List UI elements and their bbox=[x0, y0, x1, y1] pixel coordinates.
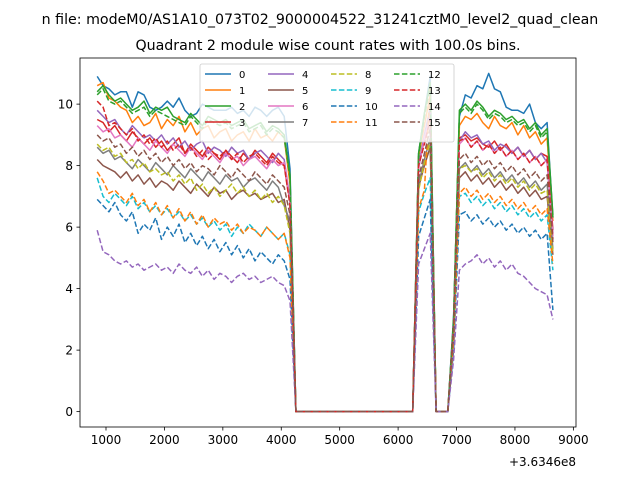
x-tick-label: 3000 bbox=[208, 433, 239, 447]
legend-label-13: 13 bbox=[428, 86, 441, 97]
legend-label-14: 14 bbox=[428, 102, 441, 113]
y-tick-label: 10 bbox=[58, 97, 73, 111]
y-axis: 0 2 4 6 8 10 bbox=[58, 97, 80, 419]
legend-box bbox=[199, 63, 455, 143]
series-layer bbox=[96, 72, 554, 413]
legend-label-7: 7 bbox=[302, 118, 308, 129]
y-tick-label: 4 bbox=[65, 282, 73, 296]
legend-label-8: 8 bbox=[365, 70, 371, 81]
x-axis-offset-label: +3.6346e8 bbox=[509, 455, 576, 469]
legend-label-10: 10 bbox=[365, 102, 378, 113]
y-tick-label: 8 bbox=[65, 159, 73, 173]
x-tick-label: 5000 bbox=[324, 433, 355, 447]
x-tick-label: 9000 bbox=[558, 433, 589, 447]
legend-label-1: 1 bbox=[239, 86, 245, 97]
legend-label-3: 3 bbox=[239, 118, 245, 129]
x-tick-label: 4000 bbox=[266, 433, 297, 447]
legend-label-15: 15 bbox=[428, 118, 441, 129]
legend-label-9: 9 bbox=[365, 86, 371, 97]
series-line-12 bbox=[96, 84, 554, 413]
series-line-15 bbox=[96, 127, 554, 413]
x-tick-label: 7000 bbox=[441, 433, 472, 447]
legend-label-5: 5 bbox=[302, 86, 308, 97]
legend-label-12: 12 bbox=[428, 70, 441, 81]
y-tick-label: 0 bbox=[65, 405, 73, 419]
legend-label-2: 2 bbox=[239, 102, 245, 113]
x-tick-label: 8000 bbox=[500, 433, 531, 447]
y-tick-label: 2 bbox=[65, 343, 73, 357]
legend-label-0: 0 bbox=[239, 70, 245, 81]
legend-label-6: 6 bbox=[302, 102, 308, 113]
legend-label-11: 11 bbox=[365, 118, 378, 129]
plot-area: 1000 2000 3000 4000 5000 6000 7000 8000 9000 0 2 4… bbox=[58, 57, 589, 469]
x-tick-label: 1000 bbox=[91, 433, 122, 447]
axes-frame bbox=[79, 57, 577, 428]
chart-title: Quadrant 2 module wise count rates with … bbox=[135, 38, 520, 54]
x-tick-label: 6000 bbox=[383, 433, 414, 447]
figure-suptitle: n file: modeM0/AS1A10_073T02_9000004522_… bbox=[42, 12, 599, 28]
legend-label-4: 4 bbox=[302, 70, 308, 81]
x-axis: 1000 2000 3000 4000 5000 6000 7000 8000 9000 bbox=[91, 427, 589, 447]
y-tick-label: 6 bbox=[65, 220, 73, 234]
x-tick-label: 2000 bbox=[149, 433, 180, 447]
